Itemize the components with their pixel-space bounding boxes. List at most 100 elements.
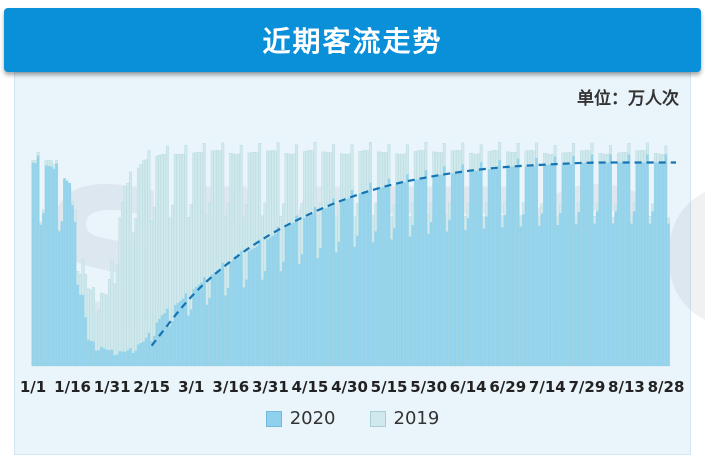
x-tick-label: 4/30 xyxy=(331,378,368,396)
bar-2020 xyxy=(218,268,222,366)
bar-2020 xyxy=(561,164,565,366)
bar-2020 xyxy=(366,190,370,366)
bar-2020 xyxy=(303,217,306,366)
bar-2020 xyxy=(435,175,438,366)
bar-2020 xyxy=(593,223,596,366)
bar-2020 xyxy=(461,164,464,366)
bar-2020 xyxy=(617,162,620,366)
bar-2020 xyxy=(134,350,137,366)
bar-2020 xyxy=(387,178,391,366)
bar-2020 xyxy=(266,239,269,366)
bar-2020 xyxy=(614,211,617,366)
bar-2020 xyxy=(102,348,106,366)
bar-2020 xyxy=(327,207,330,366)
bar-2020 xyxy=(656,162,660,366)
trend-line xyxy=(150,161,676,347)
bar-2020 xyxy=(87,339,90,366)
legend: 2020 2019 xyxy=(0,408,705,429)
bar-2020 xyxy=(429,221,433,366)
bar-2020 xyxy=(126,350,130,366)
bar-2020 xyxy=(382,186,385,366)
bar-2020 xyxy=(395,184,399,366)
bar-2019 xyxy=(131,232,135,367)
legend-item-2020[interactable]: 2020 xyxy=(265,408,336,429)
legend-swatch-2019 xyxy=(369,410,386,427)
bar-2020 xyxy=(638,162,641,366)
bar-2020 xyxy=(590,154,594,366)
legend-label-2020: 2020 xyxy=(289,408,336,429)
bar-2020 xyxy=(511,166,515,366)
bar-2020 xyxy=(287,225,290,366)
bar-2020 xyxy=(142,341,145,366)
bar-2020 xyxy=(350,190,354,366)
bar-2020 xyxy=(403,182,406,366)
bar-2020 xyxy=(329,206,333,366)
series-2020 xyxy=(31,154,670,366)
bar-2020 xyxy=(319,248,322,366)
bar-2020 xyxy=(611,223,615,366)
legend-item-2019[interactable]: 2019 xyxy=(369,408,440,429)
bar-2020 xyxy=(253,247,256,366)
bar-2020 xyxy=(363,191,367,366)
bar-2020 xyxy=(622,162,625,366)
bar-2020 xyxy=(392,228,396,366)
bar-2020 xyxy=(643,162,646,366)
bar-2020 xyxy=(379,187,383,366)
bar-2020 xyxy=(527,166,530,366)
bar-2020 xyxy=(635,162,639,366)
bar-2020 xyxy=(271,235,275,366)
bar-2020 xyxy=(377,188,380,366)
bar-2020 xyxy=(145,337,148,366)
bar-2020 xyxy=(58,231,61,366)
bar-2020 xyxy=(577,212,581,366)
bar-2020 xyxy=(651,211,654,366)
bar-2020 xyxy=(110,349,114,366)
bar-2020 xyxy=(553,156,557,366)
bar-2020 xyxy=(242,287,246,366)
bar-2020 xyxy=(419,178,422,366)
bar-2020 xyxy=(538,225,541,366)
bar-2020 xyxy=(503,215,507,366)
bar-2020 xyxy=(34,163,37,366)
bar-2020 xyxy=(63,178,66,366)
bar-2020 xyxy=(609,154,612,366)
bar-2020 xyxy=(203,277,206,366)
bar-2019 xyxy=(136,167,140,367)
bar-2020 xyxy=(47,166,50,366)
bar-2020 xyxy=(160,315,164,366)
bar-2020 xyxy=(414,179,417,366)
bar-2020 xyxy=(305,216,309,366)
bar-2020 xyxy=(55,163,58,366)
legend-label-2019: 2019 xyxy=(393,408,440,429)
bar-2020 xyxy=(298,263,301,366)
bar-2020 xyxy=(168,326,172,366)
bar-2020 xyxy=(73,222,77,366)
bar-2020 xyxy=(84,317,87,366)
bar-2019 xyxy=(129,171,132,367)
bar-2020 xyxy=(582,162,586,366)
bar-2019 xyxy=(113,283,117,367)
bar-2020 xyxy=(588,162,591,366)
bar-2020 xyxy=(453,172,457,366)
bar-2020 xyxy=(345,199,348,366)
bar-2020 xyxy=(603,162,607,366)
bar-2020 xyxy=(630,223,633,366)
bar-2020 xyxy=(131,352,135,366)
bar-2020 xyxy=(258,239,261,366)
bar-2020 xyxy=(348,197,351,366)
bar-2020 xyxy=(274,234,277,366)
bar-2020 xyxy=(174,304,177,366)
bar-2020 xyxy=(195,286,198,366)
bar-2020 xyxy=(113,355,116,366)
bar-2020 xyxy=(506,167,509,366)
bar-2020 xyxy=(123,351,127,366)
bar-2020 xyxy=(627,154,631,366)
bar-2020 xyxy=(311,214,314,366)
bar-2020 xyxy=(514,166,517,366)
bar-2020 xyxy=(556,224,559,366)
bar-2020 xyxy=(79,294,82,366)
bar-2020 xyxy=(371,242,375,366)
bar-2019 xyxy=(118,217,122,367)
bar-2020 xyxy=(485,216,488,366)
bar-2020 xyxy=(646,154,649,366)
